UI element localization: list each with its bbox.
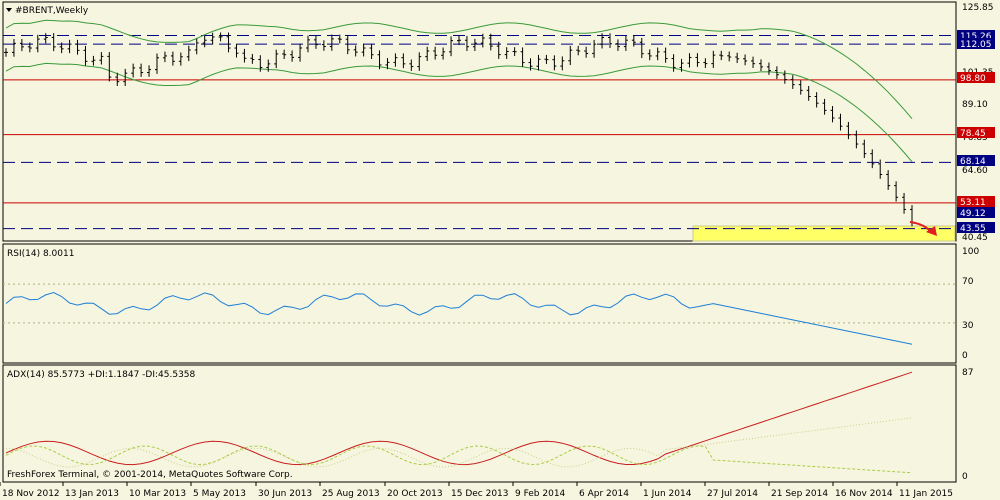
time-tick: 25 Aug 2013	[322, 489, 380, 499]
plus-di-line	[5, 445, 913, 474]
time-tick: 15 Dec 2013	[451, 489, 509, 499]
level-tag-bg	[957, 222, 995, 233]
adx-layer	[5, 371, 913, 474]
time-tick: 11 Jan 2015	[899, 489, 953, 499]
current-price-tag: 49.12	[960, 209, 986, 219]
level-tag-bg	[957, 72, 995, 83]
symbol-dropdown-icon[interactable]	[6, 8, 12, 12]
time-tick: 10 Mar 2013	[129, 489, 186, 499]
rsi-layer	[3, 283, 956, 345]
rsi-tick: 30	[962, 321, 974, 331]
rsi-tick: 70	[962, 277, 974, 287]
time-tick: 30 Jun 2013	[258, 489, 312, 499]
level-tag-112: 112.05	[960, 40, 992, 50]
adx-tick: 0	[962, 472, 968, 482]
price-tick: 40.45	[962, 233, 988, 243]
rsi-panel-frame	[2, 243, 957, 364]
adx-line	[5, 371, 913, 466]
price-levels-layer	[3, 35, 956, 230]
time-tick: 13 Jan 2013	[65, 489, 119, 499]
price-panel-frame	[2, 1, 957, 242]
time-tick: 16 Nov 2014	[835, 489, 893, 499]
rsi-tick: 0	[962, 351, 968, 361]
level-tag-bg	[957, 30, 995, 41]
time-tick: 1 Jun 2014	[643, 489, 692, 499]
level-tag-bg	[957, 127, 995, 138]
adx-indicator-label: ADX(14) 85.5773 +DI:1.1847 -DI:45.5358	[7, 370, 196, 380]
time-tick: 20 Oct 2013	[387, 489, 443, 499]
time-tick: 27 Jul 2014	[707, 489, 758, 499]
current-price-tag-bg	[957, 207, 995, 218]
level-tag-43: 43.55	[960, 224, 986, 234]
adx-panel-frame	[2, 364, 957, 483]
time-tick: 18 Nov 2012	[2, 489, 60, 499]
forecast-arrowhead-icon	[926, 226, 937, 236]
level-tag-bg	[957, 196, 995, 207]
copyright-footer: FreshForex Terminal, © 2001-2014, MetaQu…	[7, 470, 293, 480]
level-tag-68: 68.14	[960, 157, 986, 167]
rsi-tick: 100	[962, 247, 979, 257]
time-tick: 9 Feb 2014	[515, 489, 566, 499]
rsi-line	[5, 291, 913, 345]
adx-tick: 87	[962, 368, 973, 378]
level-tag-115: 115.26	[960, 32, 992, 42]
bollinger-upper	[5, 19, 913, 120]
price-tick: 64.60	[962, 166, 988, 176]
time-axis: 18 Nov 2012 13 Jan 2013 10 Mar 2013 5 May 2…	[0, 482, 953, 499]
minus-di-line	[5, 417, 913, 468]
level-tag-bg	[957, 38, 995, 49]
rsi-indicator-label: RSI(14) 8.0011	[7, 249, 74, 259]
target-zone-highlight	[692, 225, 956, 242]
price-tick: 125.85	[962, 3, 994, 13]
price-bars	[4, 32, 914, 227]
chart-title: #BRENT,Weekly	[15, 6, 89, 16]
time-tick: 21 Sep 2014	[771, 489, 828, 499]
bollinger-lower	[5, 62, 913, 163]
level-tag-bg	[957, 155, 995, 166]
level-tag-98: 98.80	[960, 74, 986, 84]
level-tag-78: 78.45	[960, 129, 986, 139]
time-tick: 5 May 2013	[193, 489, 246, 499]
time-tick: 6 Apr 2014	[579, 489, 629, 499]
bollinger-bands	[5, 19, 913, 163]
level-tag-53: 53.11	[960, 198, 986, 208]
price-tick: 89.10	[962, 100, 988, 110]
